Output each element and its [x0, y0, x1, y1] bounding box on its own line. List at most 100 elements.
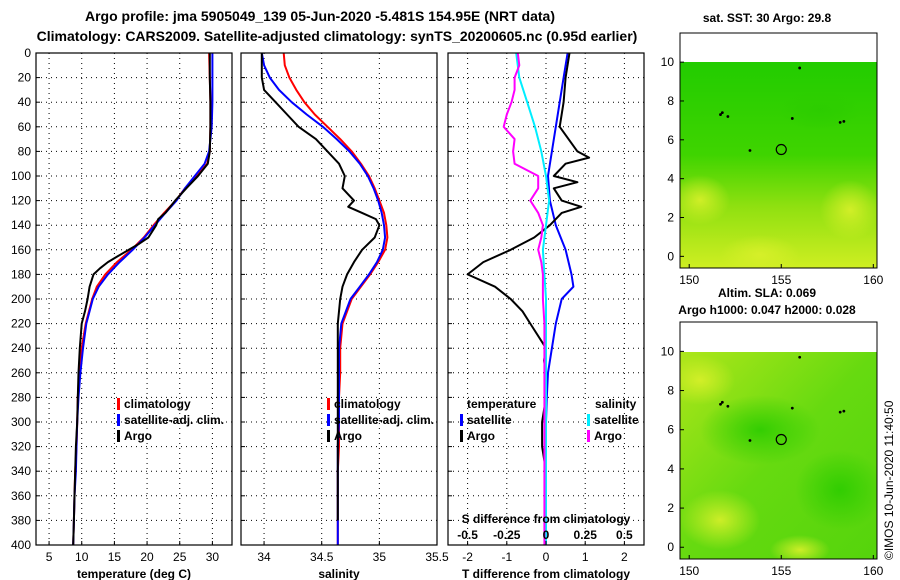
legend-swatch-climatology: [117, 398, 120, 410]
island-marker: [726, 404, 730, 408]
y-tick-label: 40: [18, 95, 32, 109]
legend-label-argo: Argo: [124, 429, 152, 443]
island-marker: [790, 117, 794, 120]
x-tick-label: 15: [108, 550, 122, 564]
sla-texture: [680, 355, 877, 559]
x-tick-label: 10: [75, 550, 89, 564]
secondary-tick-label: 0.5: [616, 528, 633, 542]
x-tick-label: 155: [771, 273, 791, 287]
x-tick-label: 30: [206, 550, 220, 564]
difference-legend: temperature salinity satellite Argo sate…: [460, 397, 639, 443]
y-tick-label: 260: [11, 366, 31, 380]
y-tick-label: 8: [667, 94, 674, 108]
salinity-profile-panel: 34 34.5 35 35.5 salinity: [240, 52, 449, 580]
legend-label-climatology: climatology: [124, 397, 191, 411]
x-tick-label: -1: [501, 550, 512, 564]
y-tick-label: 0: [667, 540, 674, 554]
x-tick-label: 2: [621, 550, 628, 564]
x-axis-label: salinity: [318, 567, 360, 580]
legend-swatch-satellite: [327, 414, 330, 426]
x-tick-label: 160: [863, 564, 883, 578]
y-tick-label: 100: [11, 169, 31, 183]
island-marker: [720, 111, 724, 115]
figure-title-line2: Climatology: CARS2009. Satellite-adjuste…: [37, 28, 638, 44]
series-line-salinity-satellite: [515, 52, 551, 545]
series-line-temperature-argo: [466, 52, 591, 545]
secondary-tick-label: -0.5: [457, 528, 478, 542]
y-tick-label: 360: [11, 489, 31, 503]
x-tick-label: 34.5: [310, 550, 334, 564]
y-tick-label: 380: [11, 513, 31, 527]
x-tick-label: 0: [543, 550, 550, 564]
sla-map-title: Altim. SLA: 0.069: [718, 286, 816, 300]
y-tick-label: 300: [11, 415, 31, 429]
y-tick-label: 120: [11, 194, 31, 208]
y-tick-label: 2: [667, 501, 674, 515]
legend-label-climatology: climatology: [334, 397, 401, 411]
legend-swatch-satellite: [117, 414, 120, 426]
x-tick-label: 25: [173, 550, 187, 564]
sst-map: [680, 62, 877, 268]
legend-swatch-argo: [117, 430, 120, 442]
x-tick-label: 35.5: [425, 550, 449, 564]
x-tick-label: 160: [863, 273, 883, 287]
sst-map-title: sat. SST: 30 Argo: 29.8: [703, 11, 832, 25]
x-tick-label: 5: [46, 550, 53, 564]
y-tick-label: 220: [11, 317, 31, 331]
legend-swatch-temp-satellite: [460, 414, 463, 426]
series-line-argo: [260, 53, 381, 521]
series-line-argo: [72, 53, 212, 546]
argo-profile-marker: [775, 433, 787, 446]
legend-label-satellite: satellite-adj. clim.: [124, 413, 224, 427]
y-tick-label: 320: [11, 440, 31, 454]
y-tick-label: 400: [11, 538, 31, 552]
secondary-tick-label: 0: [543, 528, 550, 542]
y-tick-label: 20: [18, 71, 32, 85]
series-line-salinity-argo: [502, 52, 546, 545]
island-marker: [748, 439, 752, 442]
sst-texture: [680, 90, 877, 268]
legend-swatch-climatology: [327, 398, 330, 410]
temperature-profile-panel: 5 10 15 20 25 30 temperature (deg C) 0 20 40 60 80 1…: [11, 46, 233, 580]
map-frame: [679, 321, 878, 560]
x-axis-label: temperature (deg C): [77, 567, 191, 580]
legend-label-temp-argo: Argo: [467, 429, 495, 443]
island-marker: [842, 119, 846, 123]
sla-map-title-line2: Argo h1000: 0.047 h2000: 0.028: [678, 303, 856, 317]
y-tick-label: 160: [11, 243, 31, 257]
plot-frame: [35, 52, 233, 546]
x-tick-label: 155: [771, 564, 791, 578]
legend-label-satellite: satellite-adj. clim.: [334, 413, 434, 427]
sla-map-axes: 150 155 160 0 2 4 6 8 10: [661, 321, 884, 578]
y-tick-label: 6: [667, 423, 674, 437]
island-marker: [838, 120, 842, 124]
y-tick-label: 140: [11, 218, 31, 232]
y-tick-label: 6: [667, 133, 674, 147]
y-tick-label: 0: [667, 249, 674, 263]
y-tick-label: 280: [11, 390, 31, 404]
legend-swatch-temp-argo: [460, 430, 463, 442]
legend-label-temp-satellite: satellite: [467, 413, 512, 427]
island-marker: [726, 115, 730, 118]
salinity-legend: climatology satellite-adj. clim. Argo: [327, 397, 434, 443]
x-tick-label: 150: [679, 273, 699, 287]
legend-label-sal-satellite: satellite: [594, 413, 639, 427]
legend-title-temperature: temperature: [467, 397, 537, 411]
map-frame: [679, 32, 878, 269]
temperature-legend: climatology satellite-adj. clim. Argo: [117, 397, 224, 443]
island-marker: [748, 149, 752, 152]
y-tick-label: 4: [667, 462, 674, 476]
legend-swatch-sal-argo: [587, 430, 590, 442]
island-marker: [790, 406, 794, 410]
series-line-satellite-adj-clim-: [260, 52, 387, 545]
island-marker: [798, 66, 802, 70]
difference-profile-panel: -2 -1 0 1 2 T difference from climatology S di…: [447, 52, 645, 580]
y-tick-label: 10: [661, 344, 675, 358]
imos-credit: ©IMOS 10-Jun-2020 11:40:50: [882, 400, 896, 560]
x-tick-label: 20: [140, 550, 154, 564]
sla-map: [680, 352, 877, 559]
legend-swatch-argo: [327, 430, 330, 442]
island-marker: [719, 113, 722, 116]
y-tick-label: 10: [661, 55, 675, 69]
